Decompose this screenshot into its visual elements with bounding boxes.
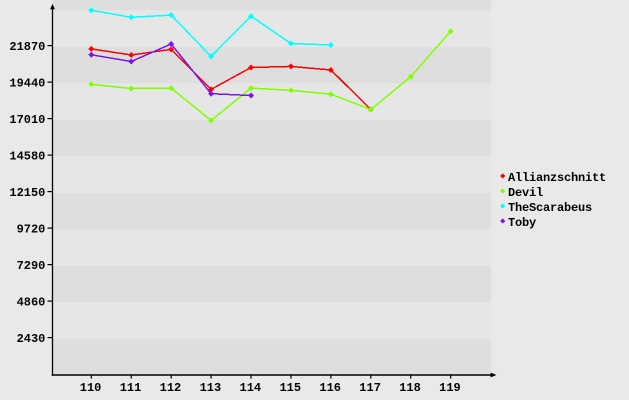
svg-text:9720: 9720 [17, 222, 46, 236]
svg-text:TheScarabeus: TheScarabeus [508, 201, 592, 215]
svg-text:115: 115 [279, 381, 301, 395]
svg-text:111: 111 [120, 381, 142, 395]
svg-text:110: 110 [80, 381, 102, 395]
svg-text:4860: 4860 [17, 295, 46, 309]
svg-text:113: 113 [200, 381, 222, 395]
svg-text:112: 112 [160, 381, 182, 395]
svg-text:117: 117 [359, 381, 381, 395]
svg-text:Allianzschnitt: Allianzschnitt [508, 171, 606, 185]
svg-text:114: 114 [240, 381, 262, 395]
svg-text:2430: 2430 [17, 332, 46, 346]
svg-text:17010: 17010 [9, 113, 45, 127]
svg-text:19440: 19440 [9, 76, 45, 90]
svg-text:Devil: Devil [508, 186, 543, 200]
svg-text:116: 116 [319, 381, 341, 395]
svg-text:Toby: Toby [508, 216, 536, 230]
svg-text:7290: 7290 [17, 259, 46, 273]
svg-text:21870: 21870 [9, 40, 45, 54]
svg-text:14580: 14580 [9, 149, 45, 163]
svg-text:119: 119 [439, 381, 461, 395]
svg-text:12150: 12150 [9, 186, 45, 200]
svg-text:118: 118 [399, 381, 421, 395]
